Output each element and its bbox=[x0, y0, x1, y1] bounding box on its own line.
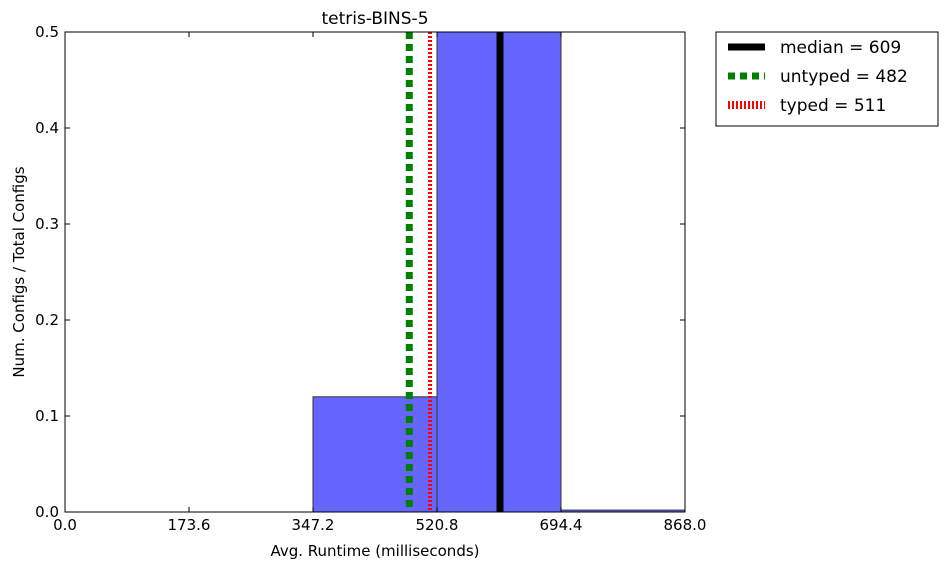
legend-label-1: untyped = 482 bbox=[780, 67, 908, 87]
y-tick-label: 0.0 bbox=[35, 503, 59, 521]
legend-items: median = 609 untyped = 482 typed = 511 bbox=[728, 38, 908, 116]
x-tick-label: 173.6 bbox=[168, 516, 211, 534]
legend: median = 609 untyped = 482 typed = 511 bbox=[715, 31, 939, 127]
reference-lines-layer bbox=[405, 32, 504, 512]
chart-title: tetris-BINS-5 bbox=[321, 9, 428, 29]
x-tick-label: 694.4 bbox=[540, 516, 583, 534]
x-axis-label: Avg. Runtime (milliseconds) bbox=[270, 542, 479, 560]
axis-ticks-layer: 0.0 173.6 347.2 520.8 694.4 868.0 0.0 0.1 0.2 0.3… bbox=[35, 23, 706, 534]
histogram-bar-0 bbox=[312, 396, 438, 513]
y-tick-label: 0.4 bbox=[35, 119, 59, 137]
x-tick-label: 347.2 bbox=[292, 516, 335, 534]
x-tick-label: 868.0 bbox=[664, 516, 707, 534]
y-tick-label: 0.5 bbox=[35, 23, 59, 41]
legend-label-2: typed = 511 bbox=[780, 96, 886, 116]
y-axis-label: Num. Configs / Total Configs bbox=[10, 166, 28, 377]
x-tick-label: 520.8 bbox=[416, 516, 459, 534]
y-tick-label: 0.3 bbox=[35, 215, 59, 233]
x-tick-label: 0.0 bbox=[53, 516, 77, 534]
y-tick-label: 0.2 bbox=[35, 311, 59, 329]
legend-label-0: median = 609 bbox=[780, 38, 901, 58]
plot-frame bbox=[64, 31, 686, 513]
y-tick-label: 0.1 bbox=[35, 407, 59, 425]
